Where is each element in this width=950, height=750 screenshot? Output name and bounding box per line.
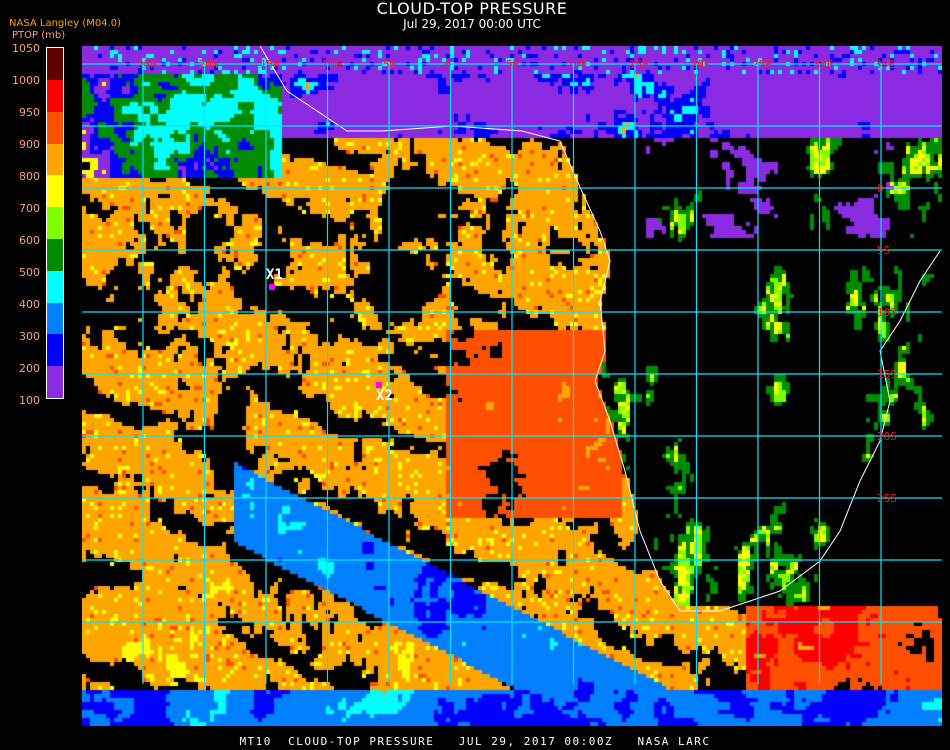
legend-tick: 100	[19, 394, 40, 407]
legend-swatch	[47, 79, 63, 112]
legend-tick: 700	[19, 202, 40, 215]
latitude-label: 5S	[877, 244, 890, 257]
marker-x1-label: X1	[266, 267, 283, 283]
latitude-label: 25S	[877, 492, 897, 505]
legend-swatch	[47, 238, 63, 271]
legend-tick: 500	[19, 266, 40, 279]
longitude-label: 5E	[506, 58, 519, 71]
legend-swatch	[47, 334, 63, 367]
legend-tick: 800	[19, 170, 40, 183]
organization-label: NASA Langley (M04.0)	[9, 18, 121, 29]
longitude-label: 15E	[629, 58, 649, 71]
latitude-label: 10S	[877, 306, 897, 319]
legend-tick: 300	[19, 330, 40, 343]
legend-tick: 1000	[12, 74, 40, 87]
longitude-label: 15W	[260, 58, 280, 71]
marker-x2-label: X2	[376, 388, 393, 404]
longitude-label: 0	[445, 58, 452, 71]
color-legend	[46, 47, 64, 399]
legend-unit-label: PTOP (mb)	[12, 30, 66, 41]
coastline	[259, 46, 941, 612]
legend-swatch	[47, 366, 63, 398]
cloud-top-pressure-map: 25W 20W 15W 10W 5W 0 5E 10E 15E 20E 25E 30E 35E 0 5S 10…	[82, 46, 942, 726]
legend-swatch	[47, 302, 63, 335]
latitude-label: 20S	[877, 430, 897, 443]
legend-tick: 400	[19, 298, 40, 311]
longitude-label: 25E	[752, 58, 772, 71]
latitude-label: 15S	[877, 368, 897, 381]
legend-tick: 900	[19, 138, 40, 151]
longitude-label: 35E	[875, 58, 895, 71]
longitude-label: 30E	[814, 58, 834, 71]
legend-tick: 950	[19, 106, 40, 119]
map-overlay: 25W 20W 15W 10W 5W 0 5E 10E 15E 20E 25E 30E 35E 0 5S 10…	[82, 46, 942, 684]
legend-swatch	[47, 48, 63, 80]
longitude-label: 10E	[568, 58, 588, 71]
legend-swatch	[47, 207, 63, 239]
legend-swatch	[47, 111, 63, 144]
latitude-label: 0	[877, 182, 884, 195]
legend-tick: 200	[19, 362, 40, 375]
footer-caption: MT10 CLOUD-TOP PRESSURE JUL 29, 2017 00:…	[239, 735, 711, 748]
map-title: CLOUD-TOP PRESSURE	[376, 0, 568, 18]
legend-tick: 1050	[12, 42, 40, 55]
map-timestamp: Jul 29, 2017 00:00 UTC	[403, 17, 541, 31]
marker-x1	[269, 284, 275, 290]
longitude-label: 20E	[691, 58, 711, 71]
legend-tick: 600	[19, 234, 40, 247]
longitude-label: 5W	[383, 58, 397, 71]
longitude-label: 20W	[199, 58, 219, 71]
longitude-label: 25W	[137, 58, 157, 71]
legend-swatch	[47, 270, 63, 303]
legend-swatch	[47, 175, 63, 208]
marker-x2	[376, 382, 382, 388]
longitude-label: 10W	[322, 58, 342, 71]
legend-swatch	[47, 143, 63, 176]
